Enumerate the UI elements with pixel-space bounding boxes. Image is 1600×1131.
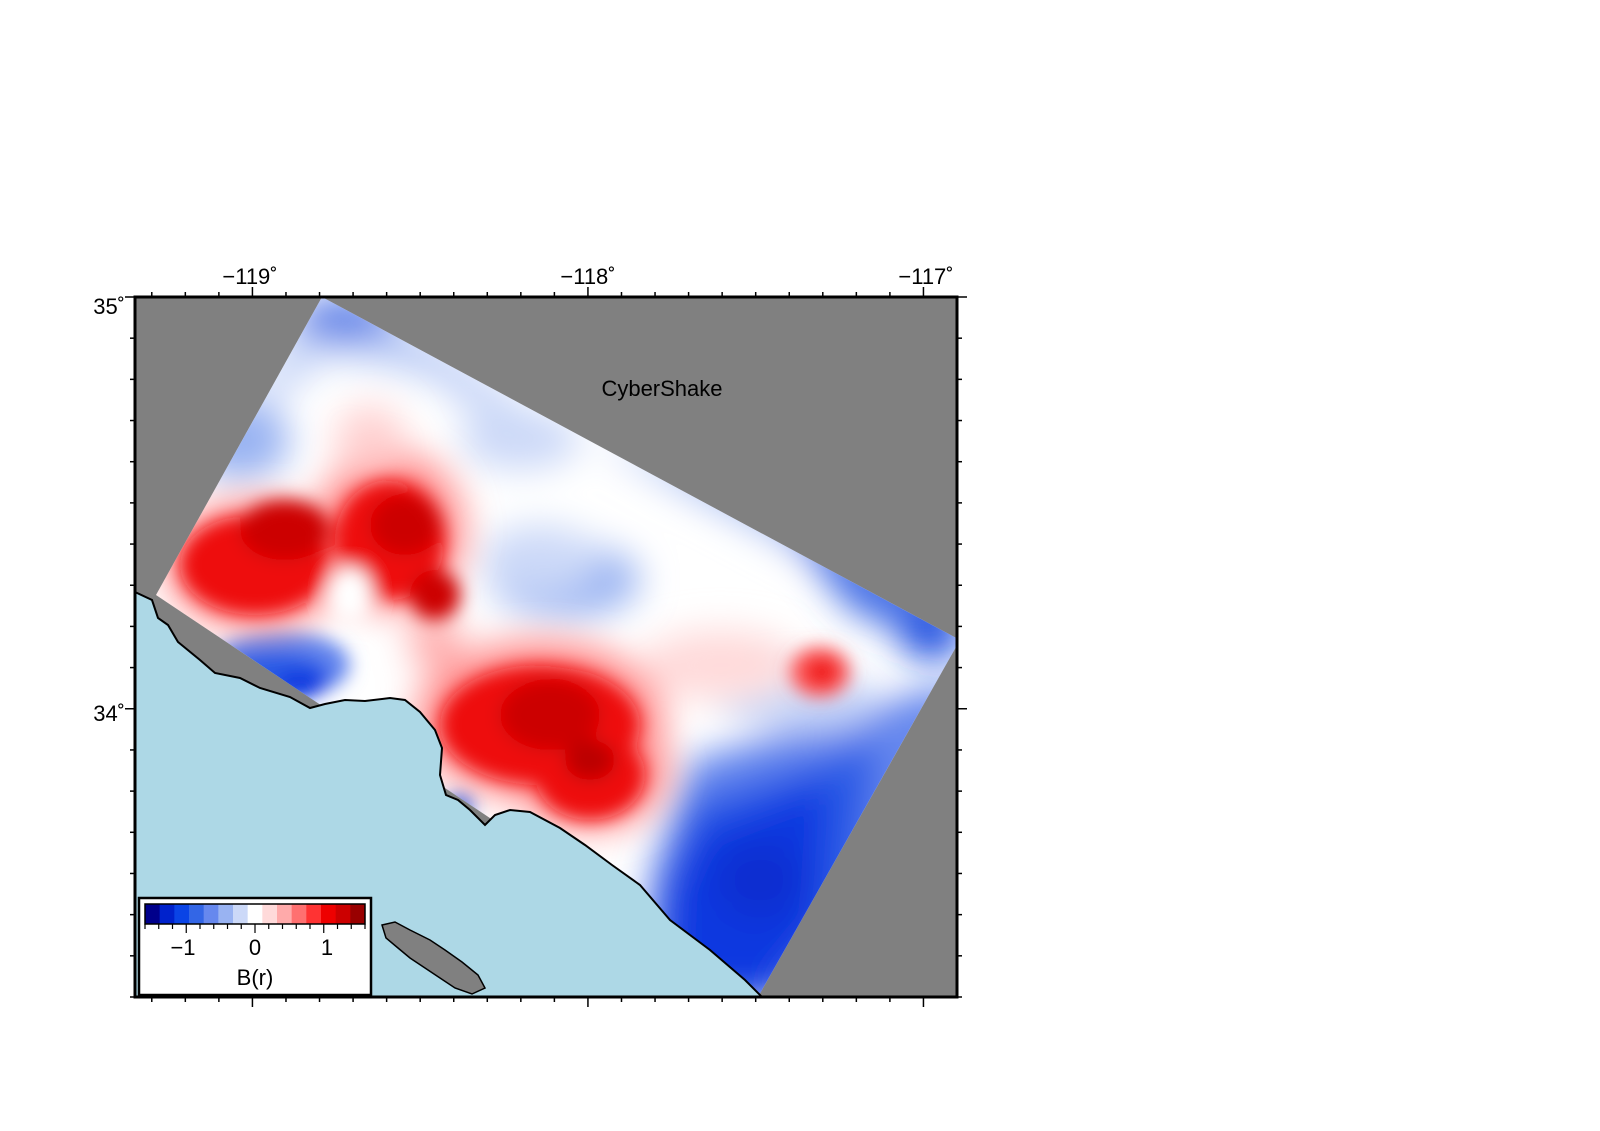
colorbar-tick-1: 1 bbox=[321, 935, 333, 960]
map-frame bbox=[133, 295, 959, 999]
colorbar-swatch bbox=[262, 904, 278, 924]
colorbar-tick-0: 0 bbox=[249, 935, 261, 960]
colorbar-ticks bbox=[144, 924, 366, 933]
colorbar-swatch bbox=[277, 904, 293, 924]
lon-label-119: −119˚ bbox=[222, 264, 277, 289]
lat-label-34: 34˚ bbox=[93, 701, 125, 726]
colorbar-swatch bbox=[291, 904, 307, 924]
colorbar-swatch bbox=[306, 904, 322, 924]
map-title: CyberShake bbox=[601, 376, 722, 401]
colorbar-swatch bbox=[174, 904, 190, 924]
lon-label-118: −118˚ bbox=[560, 264, 615, 289]
ocean bbox=[135, 590, 764, 997]
colorbar-label: B(r) bbox=[237, 965, 274, 990]
colorbar-swatch bbox=[218, 904, 234, 924]
colorbar-swatch bbox=[247, 904, 263, 924]
colorbar-swatch bbox=[145, 904, 161, 924]
colorbar-swatches bbox=[145, 904, 366, 924]
colorbar-swatch bbox=[335, 904, 351, 924]
colorbar-swatch bbox=[203, 904, 219, 924]
colorbar-swatch bbox=[159, 904, 175, 924]
colorbar-tick-minus1: −1 bbox=[170, 935, 195, 960]
colorbar-swatch bbox=[350, 904, 366, 924]
lat-label-35: 35˚ bbox=[93, 294, 125, 319]
colorbar-swatch bbox=[233, 904, 249, 924]
lon-label-117: −117˚ bbox=[898, 264, 953, 289]
frame-ticks bbox=[125, 287, 967, 1007]
colorbar-swatch bbox=[321, 904, 337, 924]
colorbar-legend: −1 0 1 B(r) bbox=[137, 896, 373, 997]
colorbar-swatch bbox=[189, 904, 205, 924]
catalina-island bbox=[381, 921, 487, 995]
